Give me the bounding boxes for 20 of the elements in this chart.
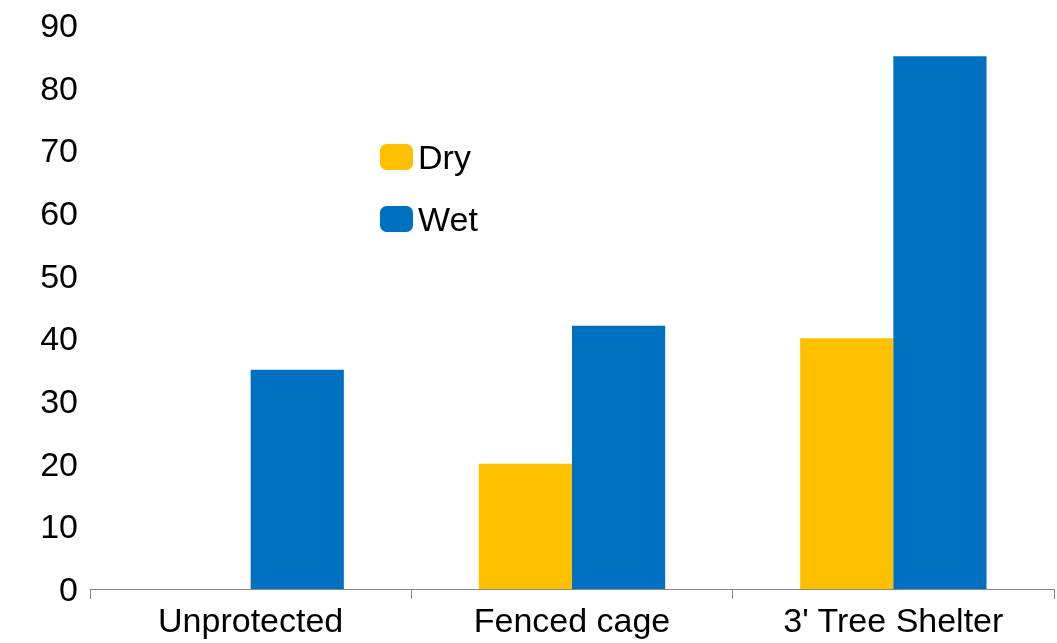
x-tick-label: 3' Tree Shelter bbox=[783, 601, 1004, 639]
x-tick-label: Fenced cage bbox=[473, 601, 671, 639]
bar bbox=[478, 463, 572, 589]
legend-label: Dry bbox=[418, 138, 471, 176]
legend-label: Wet bbox=[418, 200, 479, 238]
y-tick-label: 40 bbox=[40, 319, 78, 358]
bar bbox=[572, 325, 666, 589]
bar bbox=[893, 56, 987, 589]
bar bbox=[800, 338, 894, 589]
y-tick-label: 0 bbox=[59, 570, 78, 608]
y-tick-label: 90 bbox=[40, 6, 78, 44]
y-tick-label: 70 bbox=[40, 131, 78, 170]
y-tick-label: 60 bbox=[40, 194, 78, 232]
y-tick-label: 20 bbox=[40, 444, 78, 483]
y-tick-label: 80 bbox=[40, 68, 78, 107]
y-tick-label: 10 bbox=[40, 507, 78, 546]
y-tick-label: 50 bbox=[40, 256, 78, 295]
y-tick-label: 30 bbox=[40, 382, 78, 420]
bar bbox=[250, 369, 344, 589]
x-tick-label: Unprotected bbox=[158, 601, 344, 639]
